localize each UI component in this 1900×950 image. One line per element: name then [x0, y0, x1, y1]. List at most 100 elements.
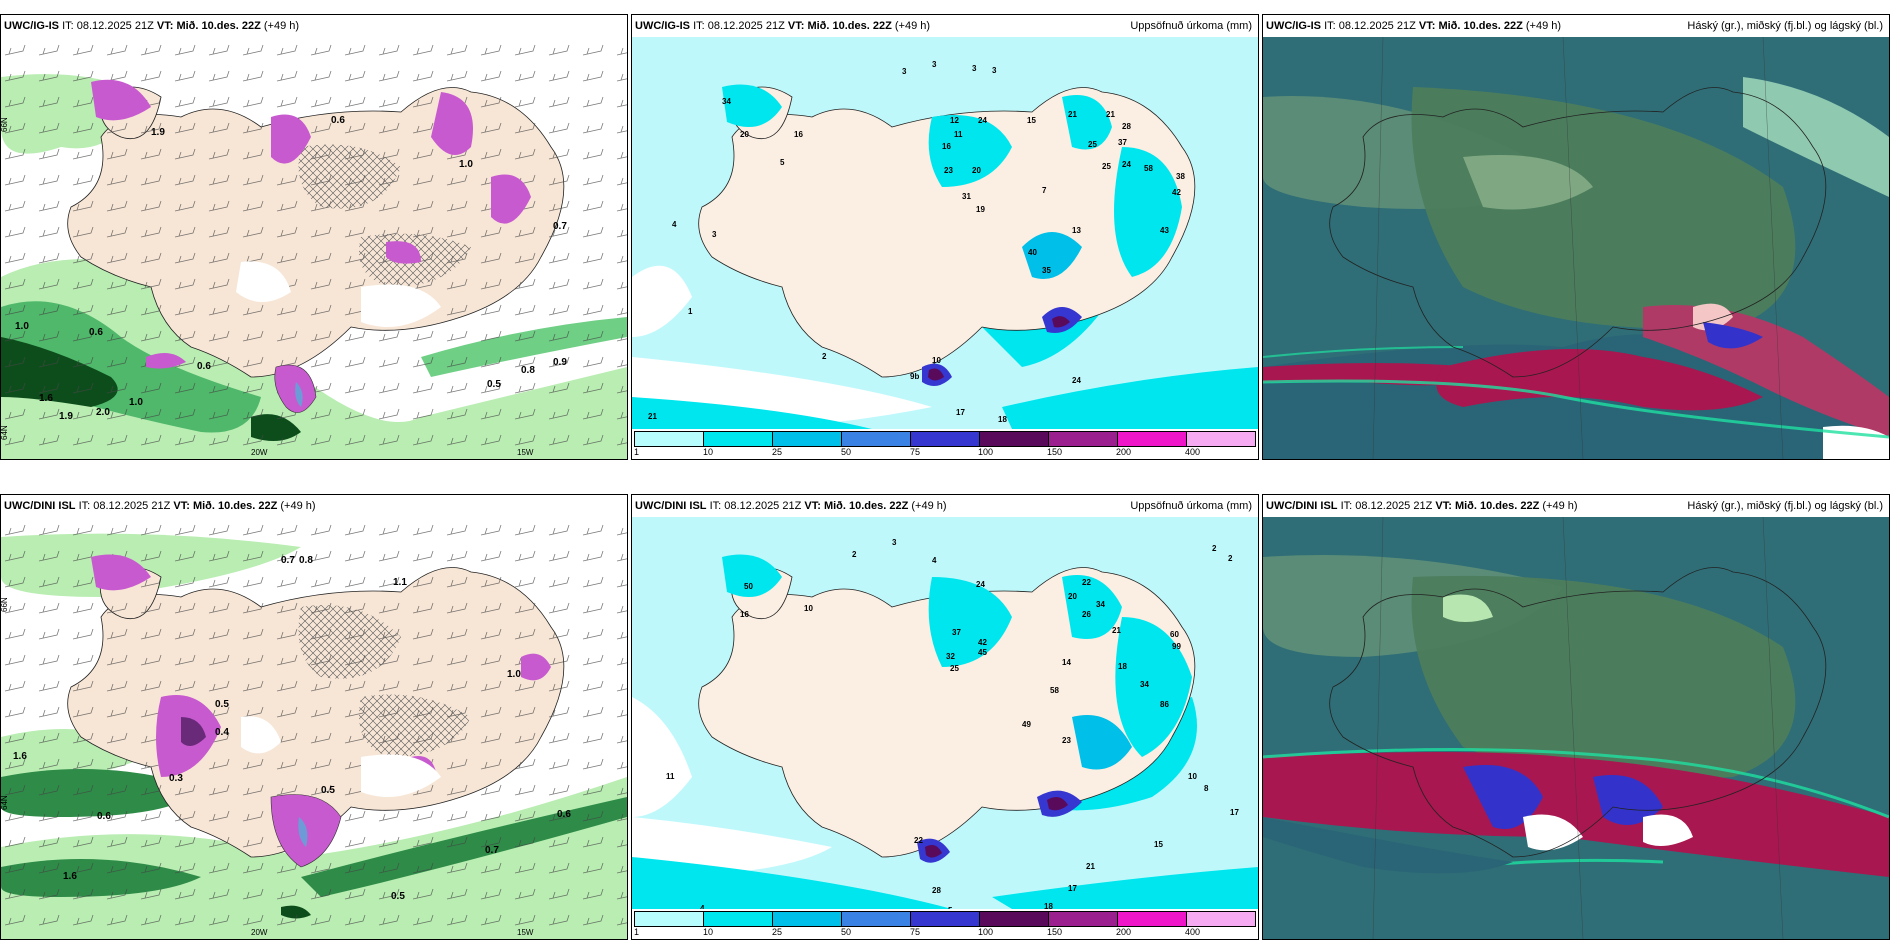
lead-time: (+49 h)	[894, 20, 931, 32]
legend-tick: 200	[1116, 447, 1132, 457]
legend-swatch	[1118, 912, 1187, 926]
lat-label: 66N	[1, 597, 9, 612]
it-value: 08.12.2025 21Z	[707, 20, 785, 32]
precip-value: 24	[978, 116, 987, 125]
lead-time: (+49 h)	[911, 500, 947, 512]
precip-value: 15	[1154, 840, 1163, 849]
lead-time: (+49 h)	[263, 20, 300, 32]
wind-label: 1.0	[507, 669, 521, 680]
precip-legend: 1 10 25 50 75 100 150 200 400	[632, 429, 1258, 459]
panel-header: UWC/DINI ISL IT: 08.12.2025 21Z VT: Mið.…	[632, 495, 1258, 517]
precip-value: 34	[722, 97, 731, 106]
legend-swatch	[635, 432, 704, 446]
precip-value: 12	[950, 116, 959, 125]
vt-value: Mið. 10.des. 22Z	[192, 500, 278, 512]
lat-label: 64N	[1, 425, 9, 440]
legend-swatch	[980, 912, 1049, 926]
it-label: IT:	[709, 500, 722, 512]
legend-swatch	[980, 432, 1049, 446]
precip-title: Uppsöfnuð úrkoma (mm)	[1130, 20, 1252, 32]
precip-value: 26	[1082, 610, 1091, 619]
precip-value: 17	[1230, 808, 1239, 817]
precip-value: 11	[666, 772, 675, 781]
model-name: UWC/DINI ISL	[635, 500, 707, 512]
vt-label: VT:	[1418, 20, 1436, 32]
precip-value: 2	[1228, 554, 1233, 563]
it-label: IT:	[62, 20, 74, 32]
precip-value: 7	[1042, 186, 1047, 195]
wind-label: 0.5	[391, 891, 405, 902]
panel-header: UWC/IG-IS IT: 08.12.2025 21Z VT: Mið. 10…	[1, 15, 627, 37]
wind-label: 1.0	[459, 159, 473, 170]
it-value: 08.12.2025 21Z	[724, 500, 802, 512]
precip-value: 16	[942, 142, 951, 151]
precip-value: 4	[700, 904, 705, 913]
wind-label: 1.6	[39, 393, 53, 404]
precip-value: 2	[822, 352, 827, 361]
cloud-title: Háský (gr.), miðský (fj.bl.) og lágský (…	[1687, 20, 1883, 32]
wind-label: 1.6	[13, 751, 27, 762]
lon-label: 20W	[251, 928, 268, 937]
legend-swatch	[773, 432, 842, 446]
legend-ticks: 1 10 25 50 75 100 150 200 400	[634, 447, 1254, 459]
precip-value: 18	[998, 415, 1007, 424]
precip-value: 16	[794, 130, 803, 139]
precip-value: 3	[712, 230, 717, 239]
legend-tick: 200	[1116, 927, 1132, 937]
precip-value: 3	[932, 60, 937, 69]
precip-value: 42	[1172, 188, 1181, 197]
precip-value: 10	[804, 604, 813, 613]
precip-value: 10	[932, 356, 941, 365]
precip-value: 1	[688, 307, 693, 316]
it-label: IT:	[1340, 500, 1353, 512]
legend-tick: 400	[1185, 447, 1201, 457]
wind-label: 1.9	[151, 127, 165, 138]
vt-value: Mið. 10.des. 22Z	[1454, 500, 1540, 512]
wind-label: 0.8	[521, 365, 535, 376]
precip-value: 28	[932, 886, 941, 895]
wind-label: 0.7	[485, 845, 499, 856]
it-label: IT:	[78, 500, 91, 512]
legend-swatch	[773, 912, 842, 926]
cloud-map-panel-2: UWC/DINI ISL IT: 08.12.2025 21Z VT: Mið.…	[1262, 494, 1890, 940]
it-label: IT:	[693, 20, 705, 32]
vt-value: Mið. 10.des. 22Z	[1438, 20, 1523, 32]
model-name: UWC/IG-IS	[635, 20, 690, 32]
wind-label: 0.6	[197, 361, 211, 372]
wind-map: 0.7 0.8 1.1 1.0 0.5 0.4 0.3 1.6 1.6 0.6 …	[1, 517, 627, 939]
panel-header: UWC/DINI ISL IT: 08.12.2025 21Z VT: Mið.…	[1, 495, 627, 517]
precip-value: 37	[952, 628, 961, 637]
model-name: UWC/IG-IS	[1266, 20, 1321, 32]
legend-tick: 150	[1047, 927, 1063, 937]
legend-ticks: 1 10 25 50 75 100 150 200 400	[634, 927, 1254, 939]
vt-value: Mið. 10.des. 22Z	[823, 500, 909, 512]
vt-value: Mið. 10.des. 22Z	[176, 20, 261, 32]
vt-label: VT:	[787, 20, 805, 32]
legend-tick: 10	[703, 927, 714, 937]
precip-value: 4	[932, 556, 937, 565]
legend-swatch	[911, 912, 980, 926]
precip-value: 24	[976, 580, 985, 589]
wind-label: 1.0	[15, 321, 29, 332]
precip-value: 24	[1072, 376, 1081, 385]
precip-value: 35	[1042, 266, 1051, 275]
precip-title: Uppsöfnuð úrkoma (mm)	[1130, 500, 1252, 512]
wind-label: 0.5	[487, 379, 501, 390]
wind-label: 0.6	[97, 811, 111, 822]
lead-time: (+49 h)	[1542, 500, 1578, 512]
precip-value: 20	[1068, 592, 1077, 601]
precip-value: 2	[852, 550, 857, 559]
precip-value: 3	[992, 66, 997, 75]
vt-value: Mið. 10.des. 22Z	[807, 20, 892, 32]
precip-value: 50	[744, 582, 753, 591]
legend-color-bar	[634, 911, 1256, 927]
legend-tick: 75	[910, 447, 921, 457]
precip-value: 28	[1122, 122, 1131, 131]
precip-value: 86	[1160, 700, 1169, 709]
legend-tick: 150	[1047, 447, 1063, 457]
precip-value: 15	[1027, 116, 1036, 125]
lon-label: 15W	[517, 448, 534, 457]
legend-swatch	[635, 912, 704, 926]
precip-value: 18	[1044, 902, 1053, 911]
legend-tick: 50	[841, 927, 852, 937]
